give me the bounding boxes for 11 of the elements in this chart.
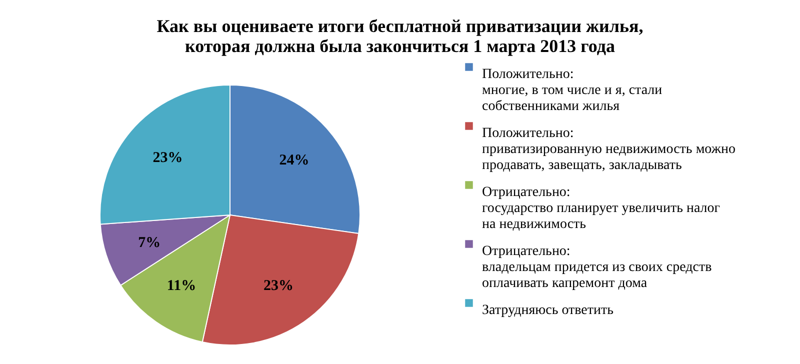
data-label: 23% (152, 150, 183, 166)
legend-label: Положительно: многие, в том числе и я, стали собственниками жилья (482, 67, 663, 114)
data-label: 24% (279, 152, 310, 168)
legend-label: Отрицательно: владельцам придется из своих средств оплачивать капремонт дома (482, 244, 712, 291)
legend-label: Затрудняюсь ответить (482, 303, 614, 318)
data-label: 7% (138, 234, 161, 251)
data-label: 11% (166, 278, 196, 294)
chart-title: Как вы оцениваете итоги бесплатной приватизации жилья, которая должна была закончиться 1 марта 2013 года (156, 16, 644, 56)
data-label: 23% (263, 278, 294, 294)
legend-label: Отрицательно: государство планирует увеличить налог на недвижимость (482, 185, 720, 232)
legend-label: Положительно: приватизированную недвижимость можно продавать, завещать, закладывать (482, 126, 736, 173)
